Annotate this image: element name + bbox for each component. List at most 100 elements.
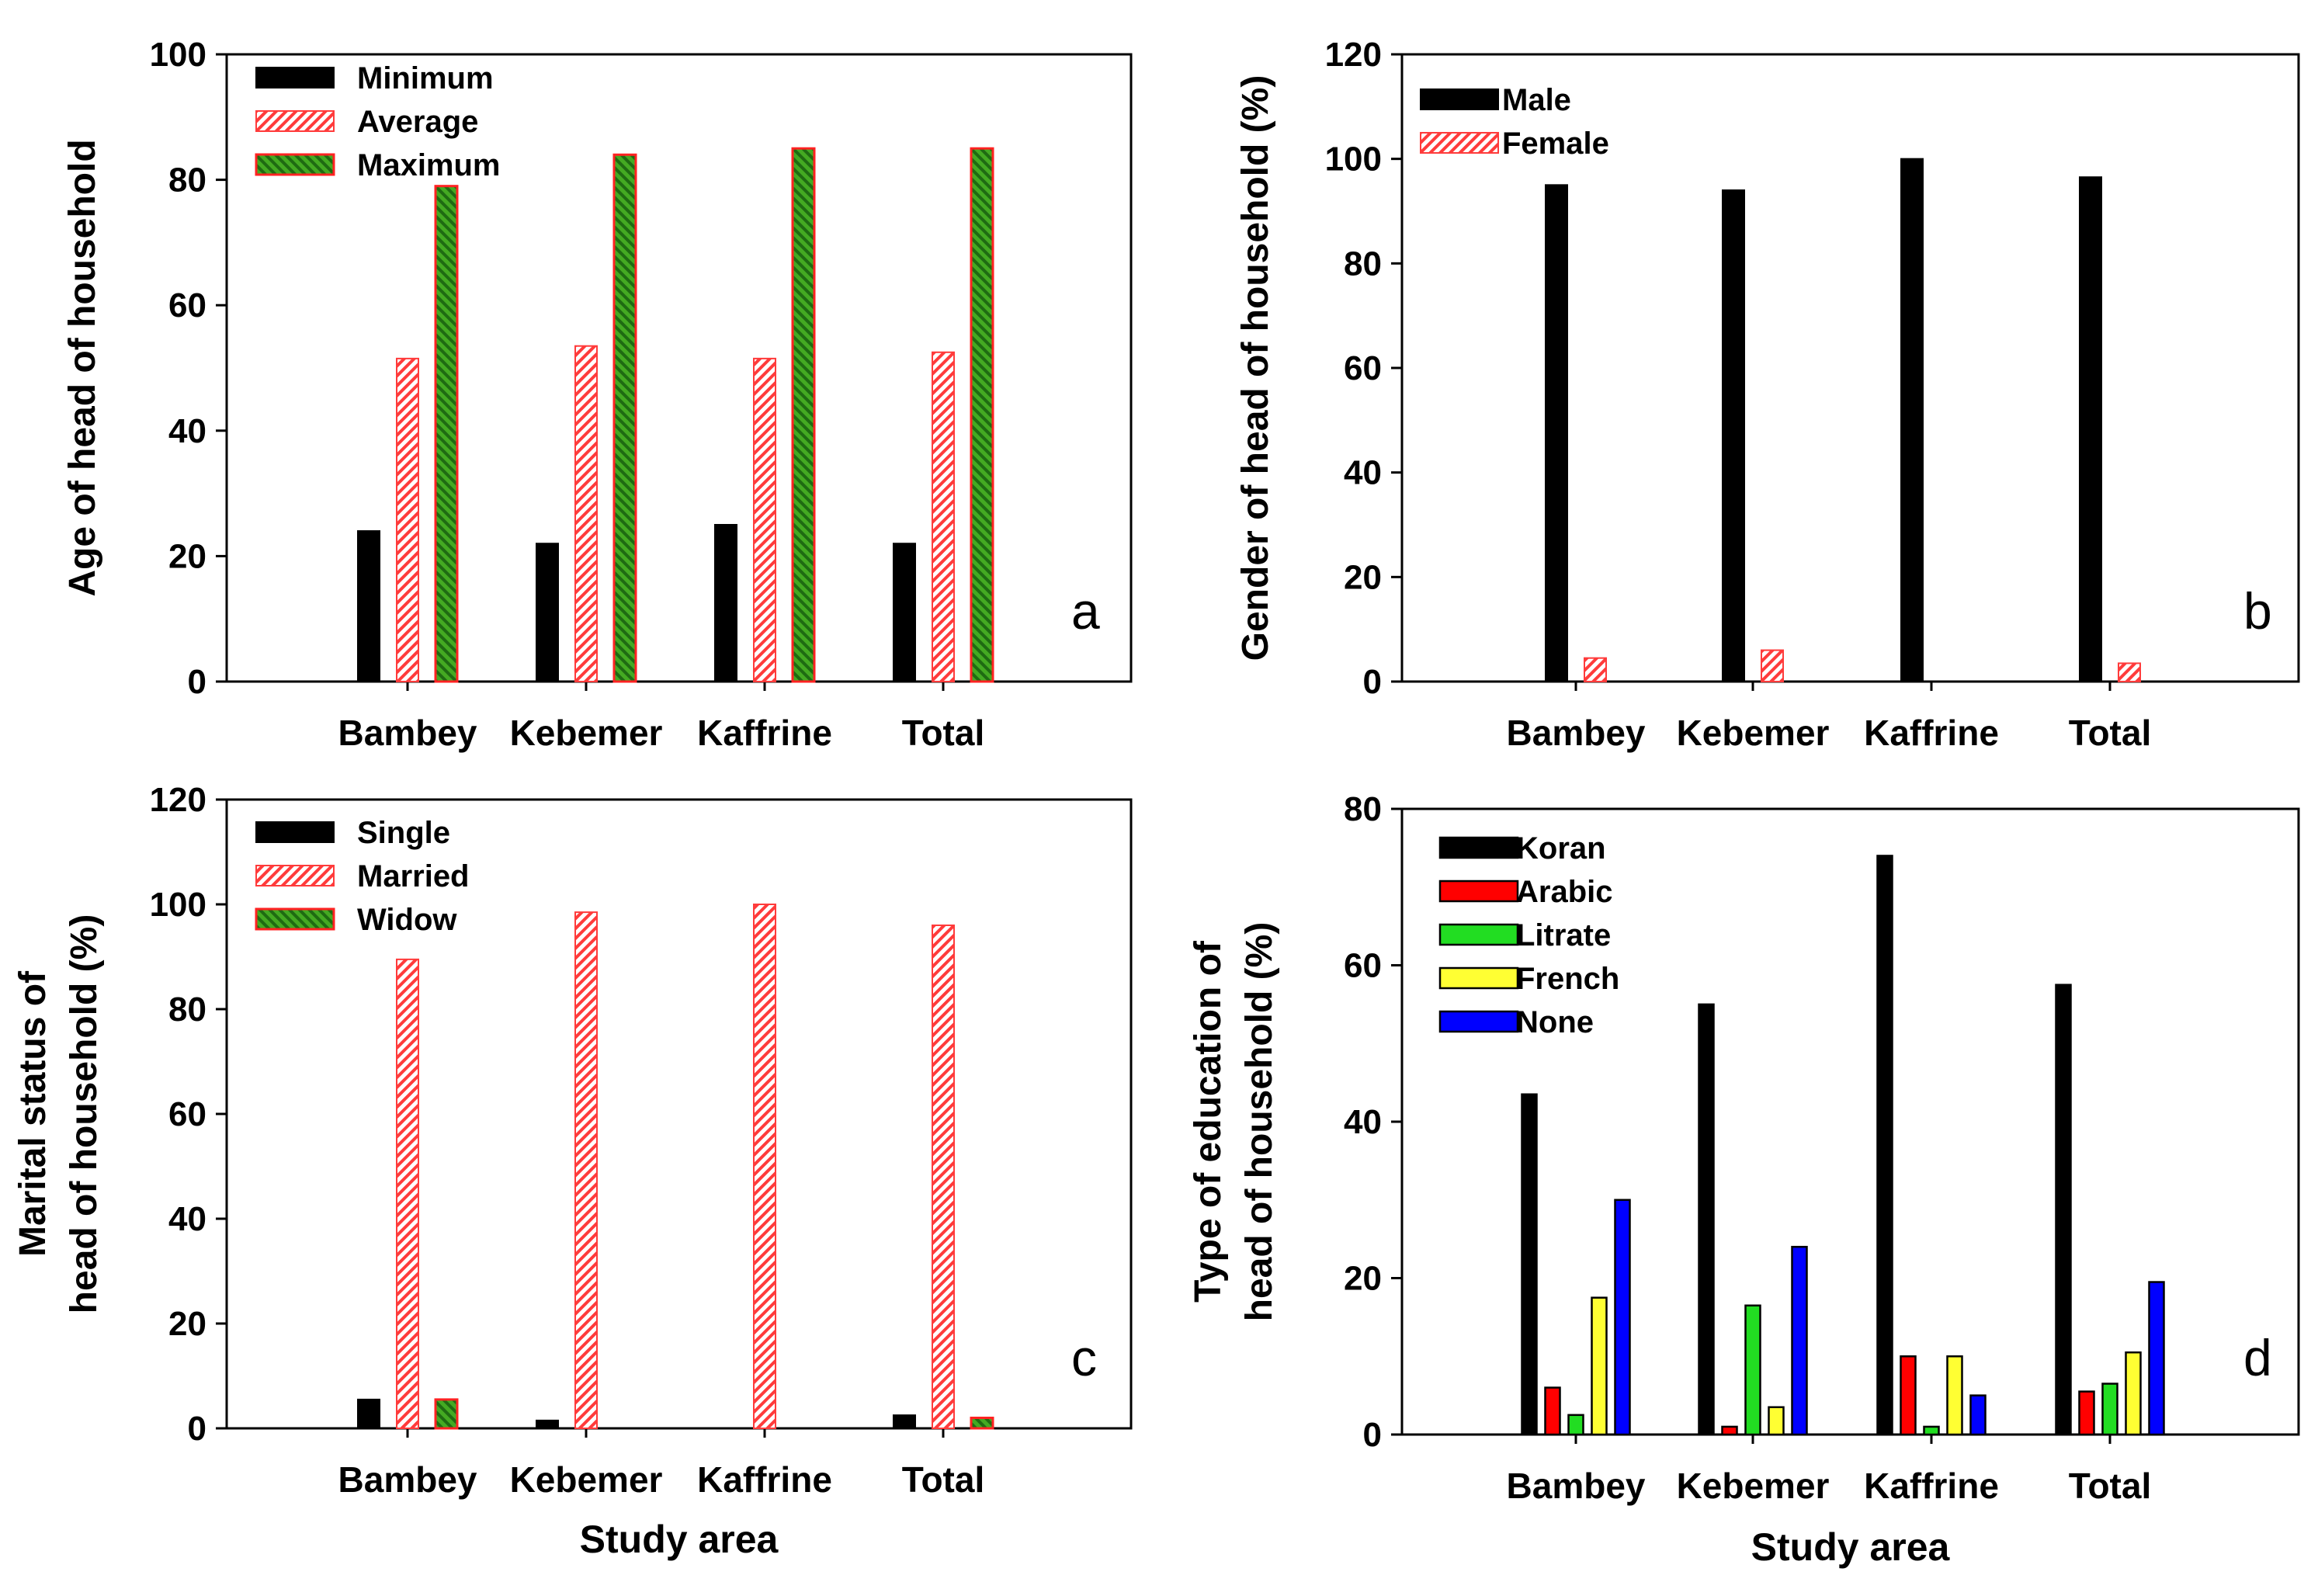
bar-minimum-kebemer	[536, 543, 559, 682]
bar-male-kebemer	[1722, 189, 1745, 683]
legend-label: Average	[357, 105, 478, 139]
y-tick-label: 40	[1344, 454, 1382, 492]
y-tick-label: 40	[1344, 1103, 1382, 1141]
bar-minimum-bambey	[357, 530, 380, 683]
x-tick-label: Bambey	[1507, 713, 1646, 753]
y-tick-label: 60	[1344, 349, 1382, 387]
bar-female-total	[2118, 662, 2141, 683]
y-tick-label: 120	[150, 781, 206, 819]
bar-single-kebemer	[536, 1419, 559, 1429]
legend: Koran Arabic Litrate French None	[1438, 831, 1619, 1039]
legend-label: None	[1516, 1005, 1594, 1039]
y-tick-label: 80	[168, 161, 206, 200]
legend-label: Male	[1502, 83, 1571, 117]
bar-married-kaffrine	[753, 904, 776, 1429]
bar-minimum-total	[893, 543, 916, 682]
legend: Minimum Average Maximum	[255, 61, 501, 182]
y-tick-label: 60	[1344, 947, 1382, 985]
x-tick-label: Kebemer	[510, 1459, 663, 1500]
y-tick-label: 0	[1363, 1416, 1382, 1454]
bar-male-bambey	[1545, 184, 1568, 683]
legend-swatch	[1438, 966, 1519, 990]
y-tick-label: 40	[168, 1200, 206, 1238]
bar-maximum-total	[970, 147, 994, 683]
bar-average-kebemer	[574, 345, 598, 682]
y-tick-label: 120	[1325, 36, 1382, 74]
legend-swatch	[1438, 1010, 1519, 1033]
legend-label: Single	[357, 816, 450, 850]
x-axis-label: Study area	[1751, 1525, 1951, 1569]
x-tick-label: Kebemer	[1677, 713, 1830, 753]
bar-koran-kebemer	[1698, 1003, 1715, 1436]
legend-label: Maximum	[357, 148, 501, 182]
x-tick-label: Kebemer	[1677, 1466, 1830, 1506]
y-tick-label: 100	[1325, 141, 1382, 179]
bar-married-total	[932, 925, 955, 1429]
y-tick-label: 80	[168, 991, 206, 1029]
legend-swatch	[255, 821, 335, 843]
legend-swatch	[255, 153, 335, 176]
plot-frame	[225, 53, 1133, 683]
y-tick-label: 60	[168, 1095, 206, 1133]
y-axis-label-line: Type of education of	[1188, 940, 1229, 1303]
panel-letter: c	[1071, 1329, 1097, 1386]
legend-swatch	[1438, 923, 1519, 946]
legend-swatch	[255, 67, 335, 88]
x-tick-label: Total	[2069, 713, 2151, 753]
bar-female-bambey	[1584, 657, 1607, 683]
bar-koran-total	[2055, 984, 2072, 1436]
plot-frame	[225, 798, 1133, 1430]
bar-arabic-total	[2078, 1390, 2095, 1436]
y-tick-label: 20	[168, 1305, 206, 1343]
y-tick-label: 80	[1344, 245, 1382, 283]
bar-litrate-bambey	[1567, 1414, 1584, 1436]
bar-none-bambey	[1614, 1199, 1631, 1436]
y-tick-label: 20	[1344, 558, 1382, 596]
y-axis-label-line: head of household (%)	[64, 914, 105, 1314]
bar-none-total	[2148, 1281, 2165, 1436]
bar-arabic-kebemer	[1721, 1425, 1738, 1436]
legend: Single Married Widow	[255, 816, 470, 937]
bar-maximum-kaffrine	[791, 147, 816, 683]
bar-single-total	[893, 1414, 916, 1429]
y-tick-label: 100	[150, 886, 206, 924]
y-axis-label: Gender of head of household (%)	[1235, 75, 1276, 661]
bar-female-kebemer	[1761, 649, 1784, 682]
bar-french-kaffrine	[1946, 1355, 1963, 1436]
legend: Male Female	[1420, 83, 1609, 161]
panel-b: 0 20 40 60 80 100 120 Bambey Kebemer Kaffrine Tota…	[1235, 36, 2300, 753]
x-tick-label: Total	[2069, 1466, 2151, 1506]
legend-label: Widow	[357, 903, 457, 937]
y-tick-label: 60	[168, 286, 206, 324]
bar-male-total	[2079, 176, 2102, 682]
y-tick-label: 20	[168, 537, 206, 575]
x-tick-label: Kaffrine	[1864, 1466, 1999, 1506]
bar-french-bambey	[1591, 1296, 1608, 1436]
bar-french-kebemer	[1768, 1406, 1785, 1436]
bar-litrate-total	[2101, 1383, 2118, 1436]
x-tick-label: Bambey	[338, 713, 477, 753]
panel-letter: d	[2243, 1329, 2272, 1386]
panel-letter: b	[2243, 582, 2272, 640]
legend-swatch	[1438, 836, 1519, 859]
legend-swatch	[255, 865, 335, 886]
x-tick-label: Total	[902, 713, 984, 753]
legend-swatch	[1438, 880, 1519, 903]
x-axis-label: Study area	[580, 1518, 779, 1561]
y-tick-label: 80	[1344, 790, 1382, 828]
legend-swatch	[255, 110, 335, 132]
bar-arabic-bambey	[1544, 1386, 1561, 1436]
bar-none-kebemer	[1791, 1245, 1808, 1436]
legend-label: Married	[357, 859, 470, 893]
bar-french-total	[2125, 1351, 2142, 1436]
legend-label: Female	[1502, 127, 1609, 161]
y-axis-label: Age of head of household	[62, 139, 103, 596]
bar-koran-bambey	[1521, 1093, 1538, 1436]
y-axis-label-line: Marital status of	[12, 970, 54, 1257]
x-tick-label: Bambey	[1507, 1466, 1646, 1506]
bar-average-total	[932, 351, 955, 682]
bar-koran-kaffrine	[1876, 855, 1893, 1436]
legend-label: French	[1516, 962, 1619, 996]
bar-minimum-kaffrine	[714, 524, 737, 682]
